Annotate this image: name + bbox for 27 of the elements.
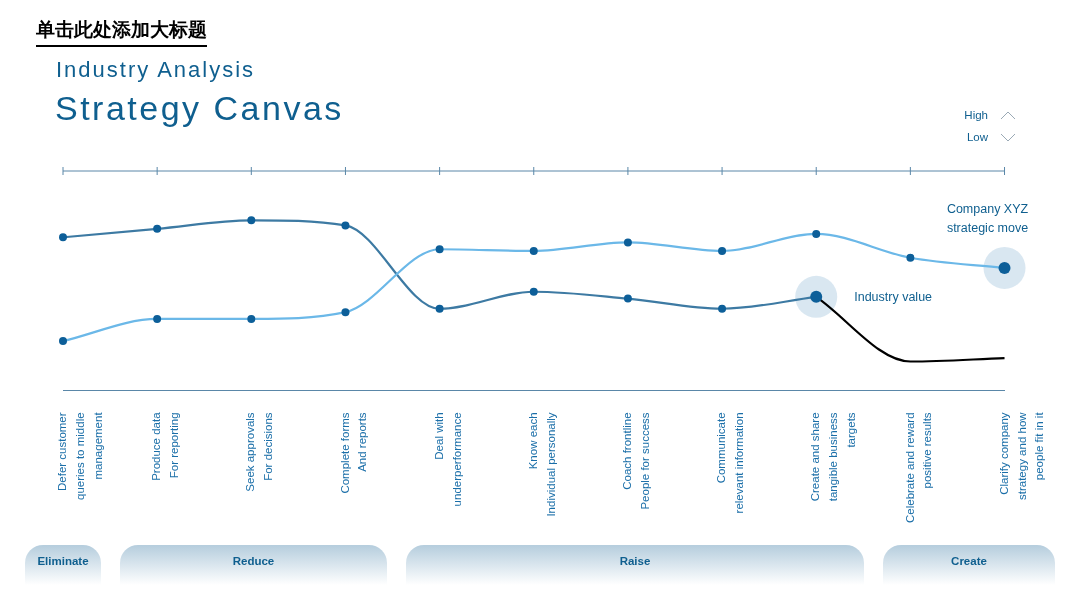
x-tick-label: Communicate relevant information: [715, 412, 746, 514]
text: Eliminate: [25, 545, 101, 585]
x-tick-label: Coach frontline People for success: [621, 412, 651, 510]
point: [153, 224, 162, 233]
text: 单击此处添加大标题: [36, 17, 207, 47]
x-tick-label: Create and share tangible business targets: [809, 412, 858, 502]
x-tick-label: Defer customer queries to middle management: [56, 411, 104, 500]
text: Industry value: [854, 290, 933, 305]
point: [718, 304, 727, 313]
text: High: [964, 109, 988, 121]
chart-subtitle: Industry Analysis: [56, 57, 256, 83]
point: [59, 233, 67, 242]
x-tick-label: Complete forms And reports: [338, 412, 369, 494]
text: Raise: [406, 545, 864, 585]
series-label: Company XYZ strategic move: [946, 201, 1029, 235]
x-tick-label: Deal with underperformance: [432, 412, 463, 507]
point: [247, 216, 256, 225]
point: [341, 221, 350, 230]
text: Reduce: [120, 545, 387, 585]
point: [623, 294, 632, 303]
text: Low: [966, 131, 988, 143]
text: Create: [883, 545, 1055, 585]
point: [435, 304, 444, 313]
chart-title: Strategy Canvas: [55, 89, 344, 128]
x-tick-label: Clarify company strategy and how people fit in it: [997, 411, 1046, 500]
point: [529, 287, 538, 296]
x-tick-label: Seek approvals For decisions: [244, 412, 275, 492]
